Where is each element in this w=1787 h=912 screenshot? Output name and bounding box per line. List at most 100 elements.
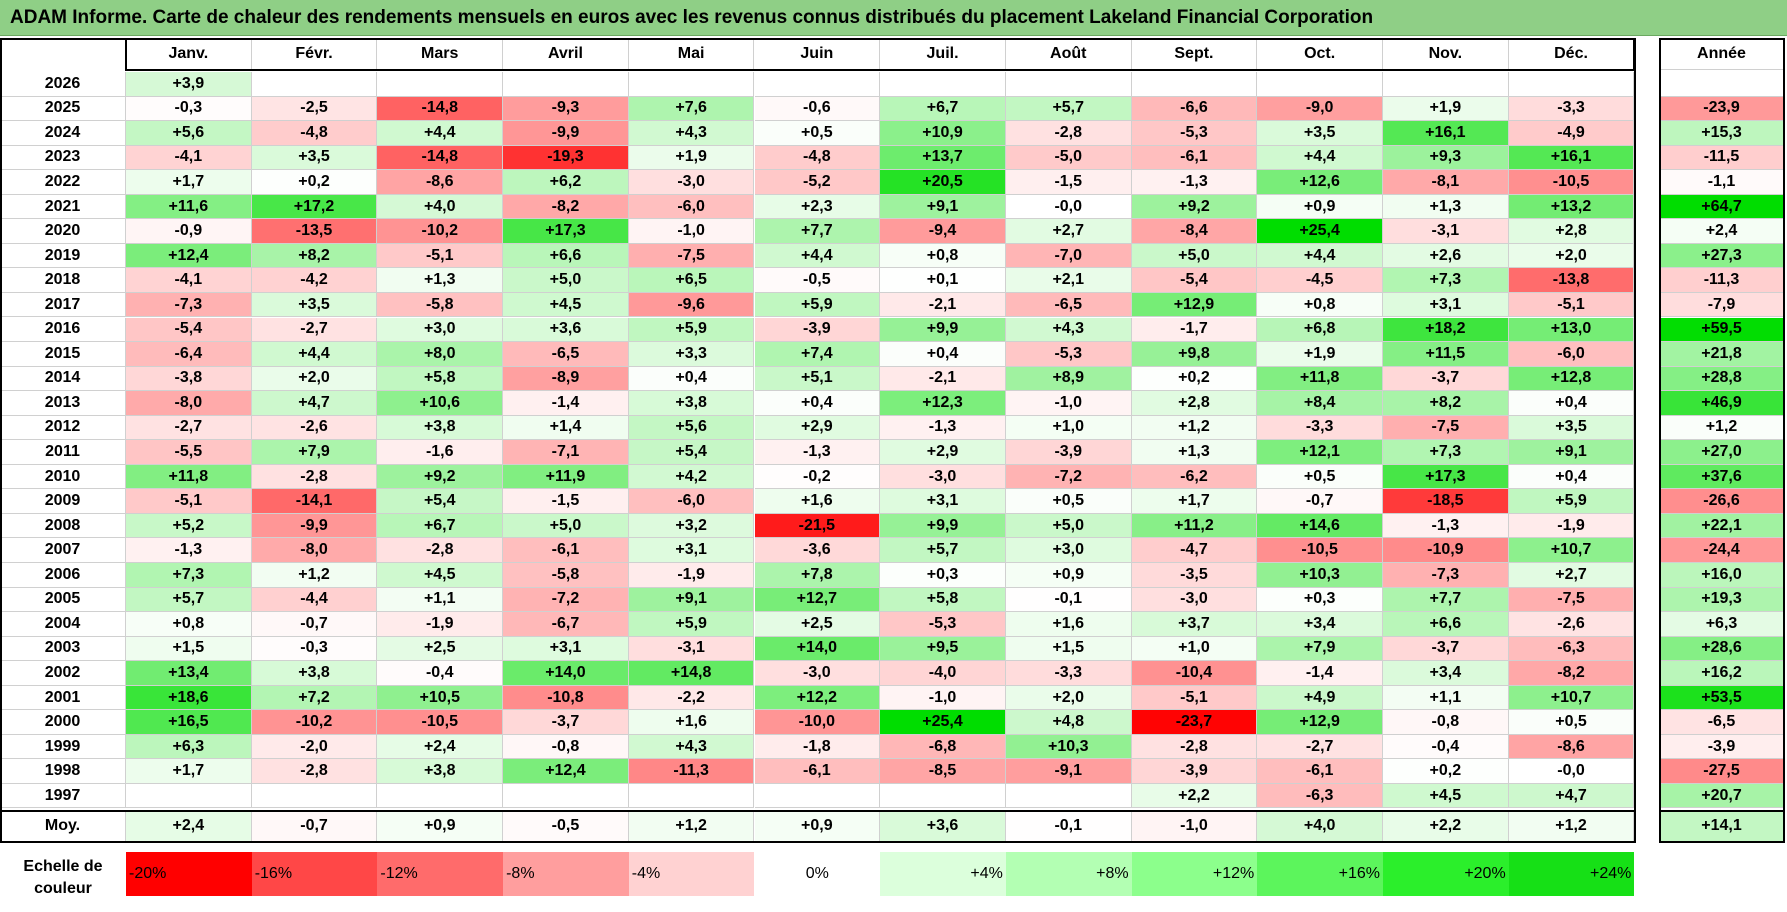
heatmap-cell: +3,0 bbox=[377, 317, 504, 343]
heatmap-cell: +10,7 bbox=[1508, 538, 1635, 563]
heatmap-cell: -2,8 bbox=[251, 759, 378, 784]
heatmap-cell: +11,6 bbox=[126, 194, 252, 220]
heatmap-cell: +0,3 bbox=[1257, 587, 1383, 613]
legend-swatch: -8% bbox=[503, 852, 629, 896]
heatmap-cell: +1,6 bbox=[1005, 612, 1132, 637]
year-total-cell: +28,6 bbox=[1660, 636, 1784, 662]
heatmap-cell: -0,6 bbox=[754, 96, 881, 122]
heatmap-cell: +16,1 bbox=[1383, 121, 1509, 146]
heatmap-cell: +1,3 bbox=[1383, 194, 1509, 220]
heatmap-cell: +2,8 bbox=[1508, 219, 1635, 244]
heatmap-cell: -4,4 bbox=[251, 587, 378, 613]
row-year-label: 2020 bbox=[0, 219, 126, 244]
heatmap-cell: +6,7 bbox=[377, 513, 504, 539]
year-total-cell bbox=[1660, 72, 1784, 97]
year-total-cell: -11,5 bbox=[1660, 145, 1784, 171]
heatmap-cell: -5,8 bbox=[503, 563, 629, 588]
heatmap-cell: +6,8 bbox=[1257, 317, 1383, 343]
year-total-cell: +53,5 bbox=[1660, 685, 1784, 711]
heatmap-cell: +0,1 bbox=[880, 268, 1006, 293]
row-year-label: 2008 bbox=[0, 513, 126, 539]
heatmap-cell: +0,9 bbox=[1005, 563, 1132, 588]
average-cell: -0,7 bbox=[251, 811, 378, 842]
heatmap-cell: -0,9 bbox=[126, 219, 252, 244]
heatmap-cell: -6,0 bbox=[1508, 342, 1635, 367]
heatmap-cell: +4,5 bbox=[1383, 783, 1509, 809]
heatmap-cell: +9,5 bbox=[880, 636, 1006, 662]
heatmap-cell: +7,8 bbox=[754, 563, 881, 588]
heatmap-cell: +0,8 bbox=[1257, 292, 1383, 318]
heatmap-cell: -0,8 bbox=[1383, 710, 1509, 735]
heatmap-cell: +4,3 bbox=[1005, 317, 1132, 343]
heatmap-cell: +2,9 bbox=[880, 440, 1006, 465]
heatmap-cell bbox=[503, 783, 629, 809]
heatmap-cell: +10,6 bbox=[377, 391, 504, 416]
heatmap-cell: +16,1 bbox=[1508, 145, 1635, 171]
heatmap-cell: -10,9 bbox=[1383, 538, 1509, 563]
heatmap-cell: -0,0 bbox=[1508, 759, 1635, 784]
year-total-cell: +27,0 bbox=[1660, 440, 1784, 465]
heatmap-cell: +12,1 bbox=[1257, 440, 1383, 465]
year-total-cell: +19,3 bbox=[1660, 587, 1784, 613]
heatmap-cell: -14,8 bbox=[377, 96, 504, 122]
heatmap-cell: +12,2 bbox=[754, 685, 881, 711]
heatmap-cell: -9,0 bbox=[1257, 96, 1383, 122]
heatmap-cell: +3,4 bbox=[1257, 612, 1383, 637]
legend-swatch: +24% bbox=[1508, 852, 1635, 896]
year-total-cell: +16,0 bbox=[1660, 563, 1784, 588]
row-year-label: 2015 bbox=[0, 342, 126, 367]
heatmap-cell bbox=[1005, 783, 1132, 809]
heatmap-cell: +13,0 bbox=[1508, 317, 1635, 343]
heatmap-cell: +3,5 bbox=[251, 292, 378, 318]
heatmap-cell: -6,4 bbox=[126, 342, 252, 367]
heatmap-cell: +12,7 bbox=[754, 587, 881, 613]
heatmap-cell: -18,5 bbox=[1383, 489, 1509, 514]
heatmap-cell: -3,9 bbox=[1005, 440, 1132, 465]
heatmap-cell bbox=[503, 72, 629, 97]
heatmap-cell: -3,0 bbox=[880, 464, 1006, 490]
heatmap-cell: +2,7 bbox=[1508, 563, 1635, 588]
heatmap-cell: +7,7 bbox=[1383, 587, 1509, 613]
heatmap-cell: +0,9 bbox=[1257, 194, 1383, 220]
heatmap-cell: +7,3 bbox=[126, 563, 252, 588]
heatmap-cell: +6,3 bbox=[126, 734, 252, 760]
heatmap-cell: -10,8 bbox=[503, 685, 629, 711]
heatmap-cell: -3,9 bbox=[1131, 759, 1258, 784]
heatmap-cell: +5,8 bbox=[377, 366, 504, 392]
heatmap-cell: +1,3 bbox=[377, 268, 504, 293]
heatmap-cell: -3,6 bbox=[754, 538, 881, 563]
heatmap-cell: +17,3 bbox=[503, 219, 629, 244]
heatmap-cell: -3,0 bbox=[754, 661, 881, 686]
heatmap-cell: +3,6 bbox=[503, 317, 629, 343]
heatmap-cell: +17,3 bbox=[1383, 464, 1509, 490]
heatmap-cell: +18,6 bbox=[126, 685, 252, 711]
heatmap-cell: -4,7 bbox=[1131, 538, 1258, 563]
heatmap-cell: -8,9 bbox=[503, 366, 629, 392]
row-year-label: 2017 bbox=[0, 292, 126, 318]
heatmap-cell: +0,5 bbox=[1005, 489, 1132, 514]
heatmap-cell: +5,8 bbox=[880, 587, 1006, 613]
average-cell: -1,0 bbox=[1131, 811, 1258, 842]
heatmap-cell: -0,7 bbox=[1257, 489, 1383, 514]
heatmap-cell: -5,3 bbox=[880, 612, 1006, 637]
heatmap-cell: +7,6 bbox=[628, 96, 755, 122]
heatmap-cell: -2,1 bbox=[880, 366, 1006, 392]
heatmap-cell: -8,0 bbox=[251, 538, 378, 563]
heatmap-cell: +9,8 bbox=[1131, 342, 1258, 367]
heatmap-cell: -6,3 bbox=[1257, 783, 1383, 809]
heatmap-cell: -4,1 bbox=[126, 145, 252, 171]
heatmap-cell: -1,5 bbox=[503, 489, 629, 514]
heatmap-cell: +3,0 bbox=[1005, 538, 1132, 563]
heatmap-cell: -3,1 bbox=[628, 636, 755, 662]
heatmap-cell: +1,9 bbox=[628, 145, 755, 171]
heatmap-cell: +6,6 bbox=[1383, 612, 1509, 637]
heatmap-cell: +9,2 bbox=[1131, 194, 1258, 220]
heatmap-cell: +0,5 bbox=[754, 121, 881, 146]
average-total-cell: +14,1 bbox=[1660, 811, 1784, 842]
heatmap-cell: +13,2 bbox=[1508, 194, 1635, 220]
heatmap-cell: -1,8 bbox=[754, 734, 881, 760]
heatmap-cell: +6,6 bbox=[503, 243, 629, 269]
heatmap-cell: +7,4 bbox=[754, 342, 881, 367]
row-year-label: 2024 bbox=[0, 121, 126, 146]
heatmap-cell: +12,8 bbox=[1508, 366, 1635, 392]
